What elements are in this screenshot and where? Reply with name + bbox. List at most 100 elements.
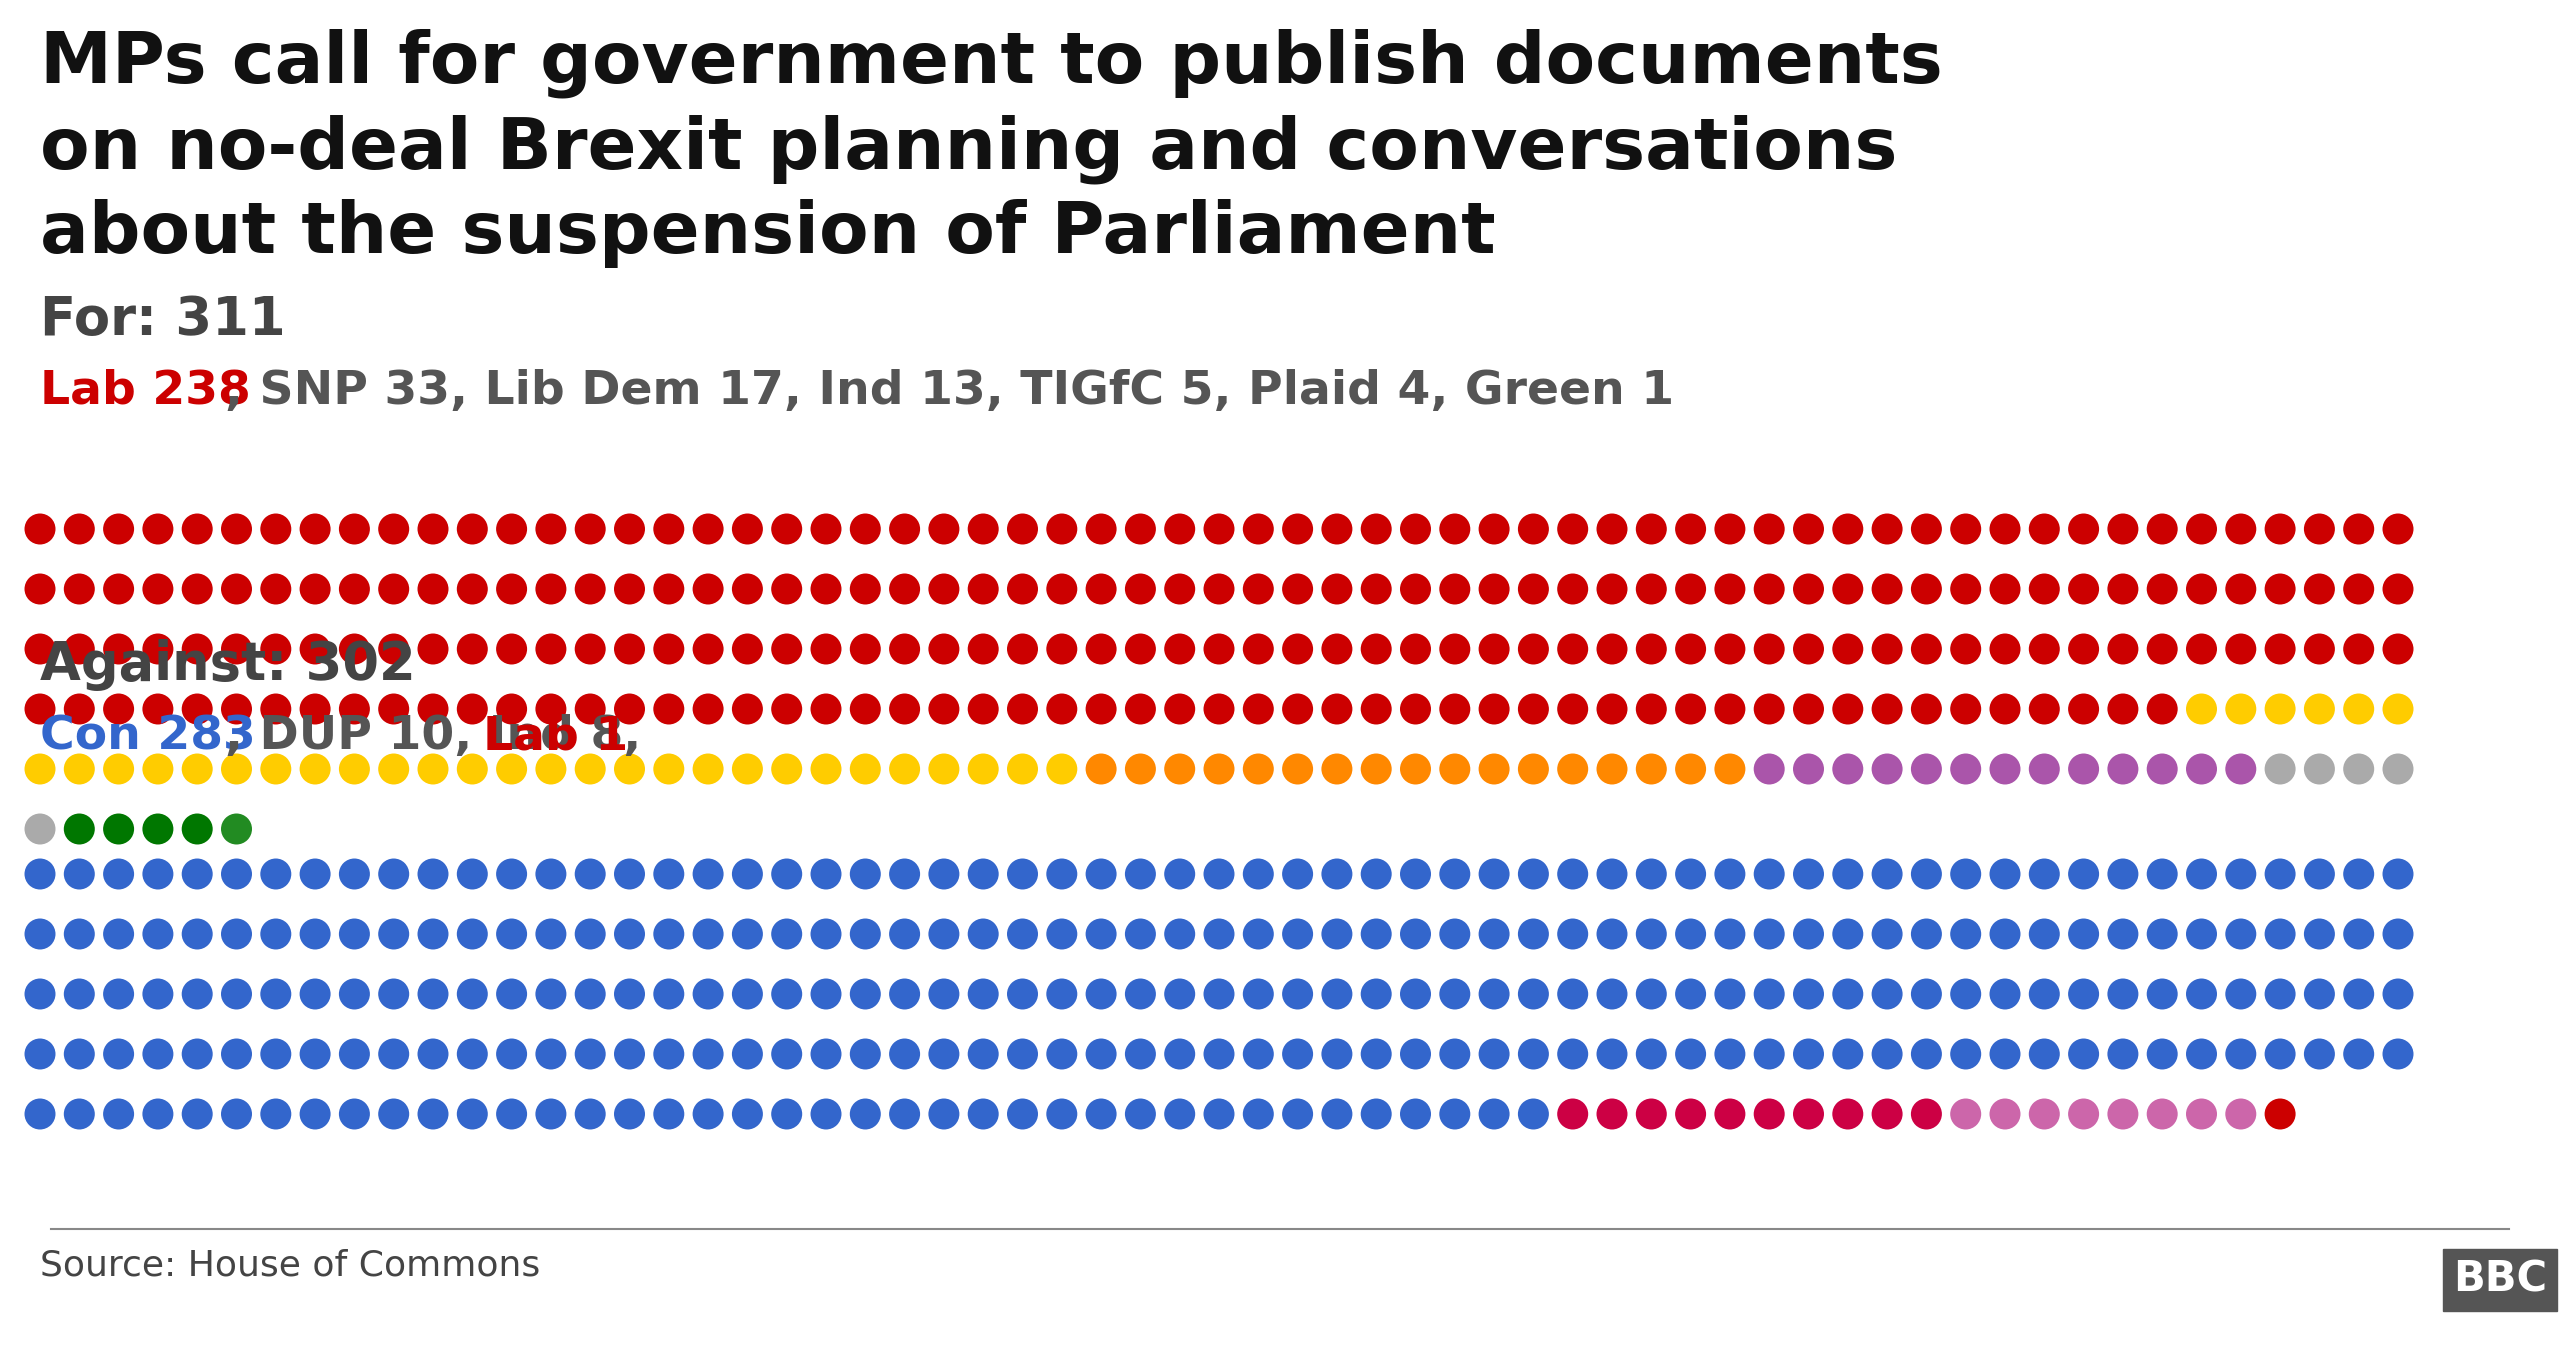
- Circle shape: [300, 693, 330, 724]
- Circle shape: [1362, 859, 1393, 890]
- Circle shape: [1715, 514, 1746, 545]
- Circle shape: [1242, 514, 1275, 545]
- Circle shape: [379, 978, 410, 1010]
- Circle shape: [1556, 753, 1587, 784]
- Text: , SNP 33, Lib Dem 17, Ind 13, TIGfC 5, Plaid 4, Green 1: , SNP 33, Lib Dem 17, Ind 13, TIGfC 5, P…: [225, 370, 1674, 414]
- Circle shape: [182, 859, 212, 890]
- Circle shape: [1203, 1098, 1234, 1129]
- Circle shape: [1636, 693, 1667, 724]
- Circle shape: [653, 859, 684, 890]
- Circle shape: [694, 753, 724, 784]
- Circle shape: [1833, 978, 1864, 1010]
- Circle shape: [1833, 573, 1864, 605]
- Circle shape: [1871, 633, 1902, 665]
- Circle shape: [850, 753, 881, 784]
- Circle shape: [2383, 693, 2414, 724]
- Circle shape: [1242, 1098, 1275, 1129]
- Circle shape: [1439, 573, 1469, 605]
- Circle shape: [1439, 919, 1469, 950]
- Circle shape: [1124, 1098, 1157, 1129]
- Circle shape: [261, 919, 292, 950]
- Circle shape: [1047, 978, 1078, 1010]
- Circle shape: [1283, 978, 1313, 1010]
- Circle shape: [26, 1098, 56, 1129]
- Circle shape: [1283, 753, 1313, 784]
- Circle shape: [64, 978, 95, 1010]
- Circle shape: [1321, 1038, 1352, 1070]
- Circle shape: [968, 633, 998, 665]
- Circle shape: [1085, 859, 1116, 890]
- Circle shape: [1833, 753, 1864, 784]
- Circle shape: [1321, 1098, 1352, 1129]
- Circle shape: [2028, 753, 2061, 784]
- Circle shape: [300, 514, 330, 545]
- Circle shape: [771, 859, 801, 890]
- Circle shape: [2225, 1038, 2255, 1070]
- Circle shape: [261, 633, 292, 665]
- Circle shape: [1124, 753, 1157, 784]
- Circle shape: [1951, 859, 1981, 890]
- Circle shape: [1006, 1098, 1037, 1129]
- Circle shape: [2266, 514, 2296, 545]
- Circle shape: [102, 633, 133, 665]
- Circle shape: [2342, 859, 2373, 890]
- Circle shape: [1283, 633, 1313, 665]
- Circle shape: [1989, 693, 2020, 724]
- Circle shape: [1674, 859, 1705, 890]
- Circle shape: [888, 859, 919, 890]
- Circle shape: [2304, 573, 2335, 605]
- Circle shape: [573, 633, 607, 665]
- Circle shape: [379, 693, 410, 724]
- Circle shape: [182, 573, 212, 605]
- Circle shape: [300, 919, 330, 950]
- Circle shape: [2107, 633, 2138, 665]
- Circle shape: [888, 1098, 919, 1129]
- Circle shape: [2266, 1098, 2296, 1129]
- Text: MPs call for government to publish documents: MPs call for government to publish docum…: [41, 29, 1943, 98]
- Circle shape: [64, 633, 95, 665]
- Circle shape: [694, 1098, 724, 1129]
- Circle shape: [1910, 514, 1943, 545]
- Circle shape: [456, 1038, 489, 1070]
- Circle shape: [64, 859, 95, 890]
- Circle shape: [2068, 1098, 2099, 1129]
- Circle shape: [614, 753, 645, 784]
- Circle shape: [102, 514, 133, 545]
- Circle shape: [1165, 514, 1196, 545]
- Circle shape: [1833, 859, 1864, 890]
- Circle shape: [2068, 514, 2099, 545]
- Circle shape: [497, 859, 527, 890]
- Circle shape: [497, 633, 527, 665]
- Circle shape: [614, 859, 645, 890]
- Circle shape: [694, 633, 724, 665]
- Circle shape: [1951, 919, 1981, 950]
- Circle shape: [182, 633, 212, 665]
- Circle shape: [1910, 919, 1943, 950]
- Circle shape: [2342, 978, 2373, 1010]
- Circle shape: [929, 919, 960, 950]
- Circle shape: [2068, 978, 2099, 1010]
- Text: For: 311: For: 311: [41, 294, 287, 347]
- Circle shape: [1556, 693, 1587, 724]
- Circle shape: [653, 919, 684, 950]
- Circle shape: [535, 514, 566, 545]
- Circle shape: [143, 753, 174, 784]
- Circle shape: [653, 753, 684, 784]
- Circle shape: [1439, 514, 1469, 545]
- Circle shape: [1283, 1098, 1313, 1129]
- Circle shape: [535, 1038, 566, 1070]
- Circle shape: [1636, 978, 1667, 1010]
- Circle shape: [1362, 978, 1393, 1010]
- Circle shape: [1439, 753, 1469, 784]
- Circle shape: [888, 753, 919, 784]
- Circle shape: [417, 1098, 448, 1129]
- Circle shape: [379, 514, 410, 545]
- Circle shape: [220, 814, 251, 844]
- Circle shape: [102, 1098, 133, 1129]
- Circle shape: [1242, 978, 1275, 1010]
- Circle shape: [573, 978, 607, 1010]
- Circle shape: [1439, 1098, 1469, 1129]
- Circle shape: [1321, 633, 1352, 665]
- Circle shape: [1362, 633, 1393, 665]
- Circle shape: [732, 978, 763, 1010]
